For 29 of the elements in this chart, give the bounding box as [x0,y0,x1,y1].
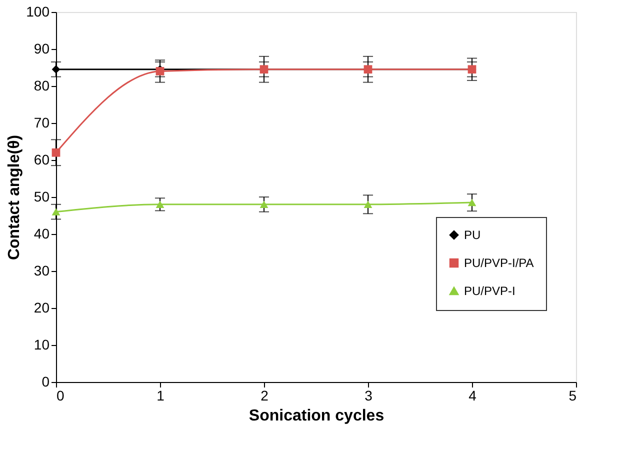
point [52,65,60,74]
point [364,200,372,208]
x-tick-label: 0 [56,388,64,404]
y-tick-label: 60 [34,152,50,168]
x-tick-label: 3 [364,388,373,404]
point [52,208,60,216]
y-tick-label: 80 [34,78,50,94]
x-tick-label: 1 [156,388,165,404]
x-tick-label: 2 [260,388,269,404]
legend-label: PU/PVP-I [464,284,516,298]
y-tick-label: 40 [34,226,50,242]
point [156,200,164,208]
y-tick-label: 70 [34,114,50,130]
point [468,198,476,206]
y-tick-label: 100 [26,4,50,20]
x-tick-label: 5 [568,388,577,404]
y-tick-label: 30 [34,262,50,278]
y-tick-label: 90 [34,40,50,56]
x-axis-title: Sonication cycles [248,408,384,424]
y-axis-title: Contact angle(θ) [6,134,24,260]
point [260,200,268,208]
point [52,148,60,157]
legend-label: PU/PVP-I/PA [464,256,534,270]
x-tick-label: 4 [468,388,477,404]
y-tick-label: 0 [42,374,50,390]
y-tick-label: 50 [34,188,50,204]
y-tick-label: 10 [34,336,50,352]
y-tick-label: 20 [34,300,50,316]
legend-label: PU [464,228,481,242]
